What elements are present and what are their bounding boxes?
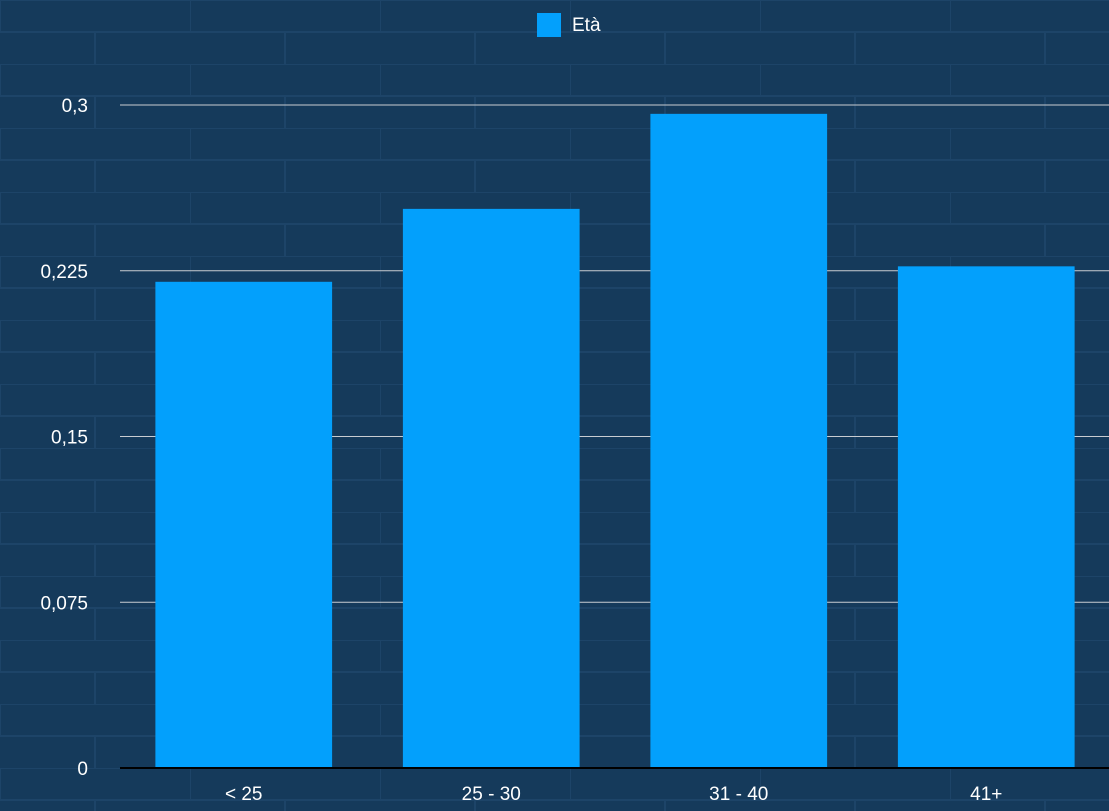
bar bbox=[402, 208, 580, 768]
y-tick-label: 0 bbox=[77, 759, 88, 780]
legend-label: Età bbox=[572, 15, 601, 36]
bar bbox=[155, 281, 333, 768]
x-tick-label: < 25 bbox=[225, 784, 263, 805]
y-tick-label: 0,225 bbox=[40, 262, 88, 283]
legend-swatch bbox=[537, 13, 561, 37]
x-tick-label: 41+ bbox=[970, 784, 1002, 805]
bar bbox=[897, 266, 1075, 768]
x-tick-label: 25 - 30 bbox=[462, 784, 521, 805]
x-tick-label: 31 - 40 bbox=[709, 784, 768, 805]
y-tick-label: 0,075 bbox=[40, 593, 88, 614]
bar bbox=[650, 113, 828, 769]
y-tick-label: 0,15 bbox=[51, 428, 88, 449]
y-tick-label: 0,3 bbox=[62, 96, 88, 117]
